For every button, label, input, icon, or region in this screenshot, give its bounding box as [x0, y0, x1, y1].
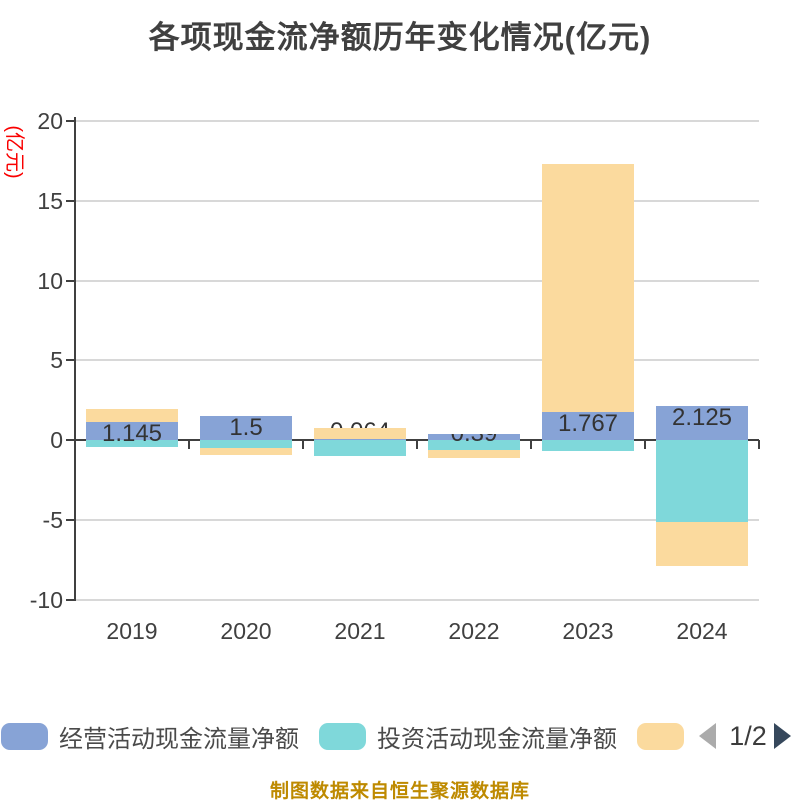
bar-value-label: 2.125	[671, 404, 733, 432]
legend-label-operating: 经营活动现金流量净额	[59, 725, 299, 753]
data-source-caption: 制图数据来自恒生聚源数据库	[269, 781, 530, 800]
y-axis-tick	[66, 120, 75, 122]
y-axis-tick	[66, 518, 75, 521]
y-gridline	[75, 518, 759, 521]
bar-operating[interactable]	[656, 406, 748, 440]
chart-title: 各项现金流净额历年变化情况(亿元)	[148, 20, 652, 55]
y-tick-label: 20	[37, 108, 63, 134]
x-tick-label: 2021	[334, 618, 386, 644]
bar-financing[interactable]	[314, 427, 406, 440]
bar-value-label: 0.39	[417, 434, 531, 442]
bar-value-label: 1.145	[101, 419, 163, 447]
legend-swatch-investing	[319, 722, 366, 750]
chevron-right-icon[interactable]	[774, 723, 791, 749]
bar-operating[interactable]	[200, 416, 292, 440]
bar-value-label: 1.767	[557, 409, 619, 437]
bar-investing[interactable]	[542, 440, 634, 452]
y-tick-label: 0	[50, 427, 63, 453]
y-tick-label: -10	[29, 586, 63, 613]
bar-investing[interactable]	[428, 440, 520, 451]
bar-investing[interactable]	[656, 440, 748, 522]
pagination-label: 1/2	[729, 721, 767, 751]
y-axis-tick	[66, 279, 75, 282]
y-axis-tick	[66, 359, 75, 362]
bar-investing[interactable]	[86, 440, 178, 448]
bar-operating[interactable]	[428, 433, 520, 440]
legend-swatch-3	[637, 722, 684, 750]
legend-swatch-operating	[1, 722, 48, 750]
x-axis-tick	[758, 440, 760, 449]
x-tick-label: 2022	[448, 618, 500, 644]
bar-investing[interactable]	[314, 440, 406, 456]
bar-financing[interactable]	[542, 164, 634, 440]
x-tick-label: 2023	[562, 618, 614, 644]
x-axis-tick	[644, 440, 646, 449]
chevron-left-icon[interactable]	[699, 723, 716, 749]
y-axis-tick	[66, 199, 75, 202]
bar-operating[interactable]	[86, 421, 178, 440]
plot-area: 20151050-5-101.1451.50.0640.391.7672.125…	[29, 108, 760, 644]
x-axis-tick	[188, 440, 190, 449]
legend: 经营活动现金流量净额 投资活动现金流量净额 1/2	[0, 720, 800, 754]
x-tick-label: 2024	[676, 618, 728, 644]
y-axis-tick	[66, 439, 75, 441]
y-axis-line	[74, 117, 76, 601]
y-gridline	[75, 199, 759, 202]
bar-investing[interactable]	[200, 440, 292, 448]
y-tick-label: -5	[42, 506, 63, 533]
legend-item-operating[interactable]: 经营活动现金流量净额	[1, 722, 299, 753]
bar-value-label-clip: 0.39	[417, 434, 531, 442]
legend-item-3[interactable]	[637, 722, 695, 750]
legend-label-investing: 投资活动现金流量净额	[377, 725, 617, 753]
x-axis-tick	[74, 440, 76, 449]
x-axis-tick	[302, 440, 304, 449]
x-axis-tick	[530, 440, 532, 449]
y-tick-label: 15	[37, 187, 63, 214]
x-axis-tick	[416, 440, 418, 449]
x-tick-label: 2019	[106, 618, 158, 644]
y-tick-label: 5	[50, 347, 63, 374]
y-tick-label: 10	[37, 267, 63, 294]
bar-operating[interactable]	[542, 411, 634, 440]
y-gridline	[75, 279, 759, 282]
bar-value-label: 1.5	[229, 414, 263, 442]
legend-item-investing[interactable]: 投资活动现金流量净额	[319, 722, 617, 753]
y-gridline	[75, 120, 759, 122]
x-tick-label: 2020	[220, 618, 272, 644]
bar-operating[interactable]	[314, 438, 406, 440]
y-axis-tick	[66, 598, 75, 601]
y-gridline	[75, 598, 759, 601]
y-gridline	[75, 359, 759, 362]
